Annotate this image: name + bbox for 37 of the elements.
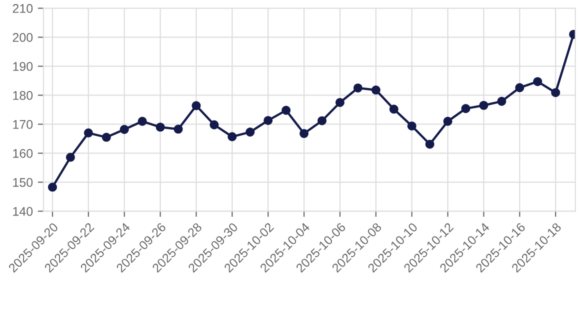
y-tick-label: 180 <box>13 91 33 100</box>
point <box>371 85 380 95</box>
point <box>120 124 129 134</box>
y-tick-label: 140 <box>13 207 33 216</box>
point <box>174 124 183 134</box>
point <box>264 116 273 125</box>
point <box>407 121 416 130</box>
point <box>479 100 488 110</box>
y-tick-label: 190 <box>13 62 33 71</box>
point <box>317 116 327 126</box>
point <box>443 116 452 126</box>
point <box>389 104 398 114</box>
point <box>282 106 291 115</box>
point <box>551 88 560 98</box>
y-tick-label: 210 <box>12 4 33 13</box>
point <box>228 132 237 142</box>
point <box>461 104 470 114</box>
point <box>66 152 75 162</box>
y-tick-label: 150 <box>13 178 33 187</box>
point <box>156 122 165 132</box>
point <box>246 128 255 137</box>
point <box>497 96 506 106</box>
y-tick-label: 200 <box>12 33 33 42</box>
point <box>300 128 309 138</box>
point <box>533 77 542 86</box>
y-tick-label: 170 <box>13 120 33 129</box>
point <box>192 101 201 110</box>
point <box>138 116 147 126</box>
point <box>48 182 57 192</box>
point <box>210 120 219 130</box>
point <box>353 83 362 92</box>
point <box>335 98 344 107</box>
y-tick-label: 160 <box>13 149 33 158</box>
point <box>84 128 93 138</box>
point <box>102 132 111 142</box>
point <box>515 83 524 92</box>
point <box>425 140 434 149</box>
